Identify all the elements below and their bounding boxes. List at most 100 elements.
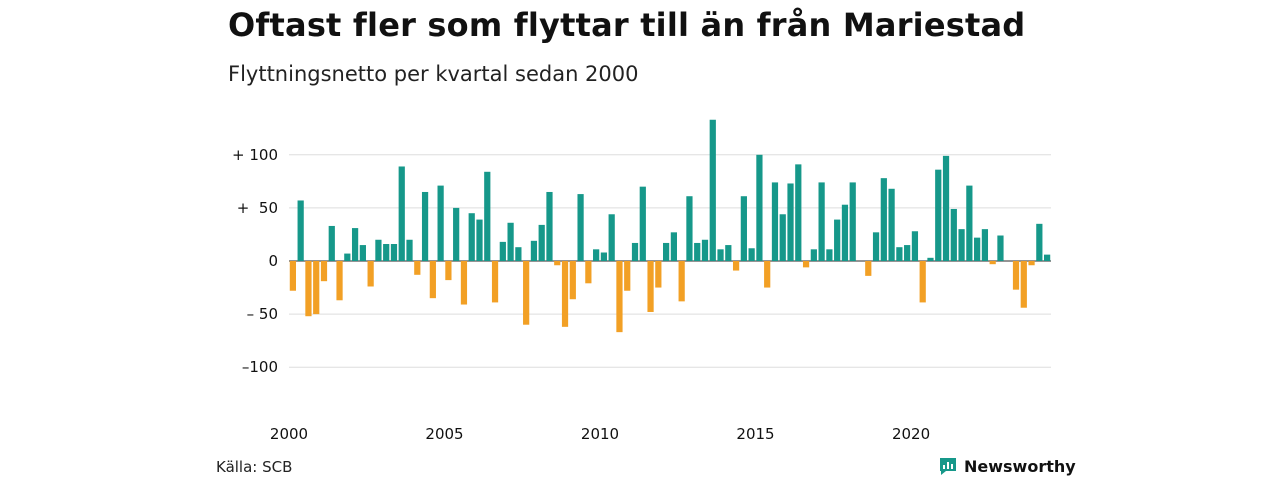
bar (725, 245, 732, 261)
x-tick-label: 2020 (892, 425, 930, 443)
bar (616, 261, 623, 333)
bar (802, 261, 810, 268)
bar (795, 164, 802, 261)
x-tick-label: 2010 (581, 425, 619, 443)
bar (351, 228, 359, 261)
bar (655, 261, 662, 288)
bar (359, 245, 366, 261)
bar (1020, 261, 1027, 308)
chart-subtitle: Flyttningsnetto per kvartal sedan 2000 (228, 62, 639, 86)
bar (841, 204, 849, 261)
bar (624, 261, 631, 291)
newsworthy-logo[interactable]: Newsworthy (938, 456, 1076, 476)
bar (647, 261, 654, 312)
bar (639, 186, 646, 261)
y-tick-label: 0 (268, 252, 278, 270)
bar (507, 222, 514, 261)
bar (453, 207, 460, 261)
x-tick-label: 2000 (270, 425, 308, 443)
bar (336, 261, 343, 301)
bar (585, 261, 592, 284)
bar (429, 261, 436, 299)
bar (1028, 261, 1035, 266)
bar (305, 261, 312, 317)
bar (981, 229, 989, 261)
bar (344, 253, 351, 261)
bar (383, 244, 390, 261)
bar (398, 166, 405, 261)
bar (678, 261, 685, 302)
bar (523, 261, 530, 325)
bar (1044, 254, 1051, 261)
y-tick-label: –100 (242, 358, 278, 376)
bar (748, 248, 755, 261)
x-axis-labels: 2000 2005 2010 2015 2020 (270, 425, 930, 443)
bar (445, 261, 452, 281)
bar (911, 231, 919, 261)
bar (701, 239, 709, 261)
bar (663, 242, 670, 261)
y-tick-label: + 50 (237, 199, 278, 217)
bar (717, 249, 724, 261)
bar (320, 261, 328, 282)
bar (896, 247, 903, 261)
bar (865, 261, 872, 276)
bar (989, 261, 996, 265)
bar (919, 261, 926, 303)
bar (600, 252, 608, 261)
bar (756, 154, 763, 261)
bar (974, 237, 981, 261)
bar (297, 200, 304, 261)
y-tick-label: – 50 (247, 305, 278, 323)
bar (484, 171, 491, 261)
bar (888, 188, 895, 261)
bar (732, 261, 740, 271)
bar (313, 261, 320, 315)
bar (670, 232, 677, 261)
bar (849, 182, 856, 261)
chart-title: Oftast fler som flyttar till än från Mar… (228, 6, 1026, 44)
bar (593, 249, 600, 261)
bar (935, 169, 942, 261)
bar (468, 213, 475, 261)
bar (826, 249, 833, 261)
y-tick-label: + 100 (232, 146, 278, 164)
bar (1012, 261, 1020, 290)
bar (375, 239, 382, 261)
bar (709, 119, 716, 261)
bar (1036, 223, 1043, 261)
bar (904, 245, 911, 261)
bar (966, 185, 973, 261)
x-tick-label: 2005 (425, 425, 463, 443)
bar (460, 261, 468, 305)
bar (530, 240, 538, 261)
bar (367, 261, 374, 287)
bar (872, 232, 880, 261)
newsworthy-icon (940, 458, 956, 475)
bar (740, 196, 747, 261)
bar (997, 235, 1004, 261)
x-tick-label: 2015 (736, 425, 774, 443)
bar (787, 183, 794, 261)
bar-chart: + 100 + 50 0 – 50 –100 2000 2005 2010 2015 2020 (232, 119, 1051, 443)
bar (538, 224, 545, 261)
bar (577, 194, 584, 261)
bar (437, 185, 444, 261)
bar (289, 261, 296, 291)
bar (927, 257, 934, 261)
y-axis-labels: + 100 + 50 0 – 50 –100 (232, 146, 278, 376)
bar (686, 196, 693, 261)
bar (390, 244, 398, 261)
bar (546, 191, 553, 261)
bar (771, 182, 779, 261)
bar (608, 214, 615, 261)
bar (942, 155, 950, 261)
bar (818, 182, 825, 261)
bar (810, 249, 817, 261)
bar (631, 242, 639, 261)
bar (694, 242, 701, 261)
bar (764, 261, 771, 288)
bar (406, 239, 413, 261)
bar (569, 261, 576, 300)
bar (328, 225, 335, 261)
